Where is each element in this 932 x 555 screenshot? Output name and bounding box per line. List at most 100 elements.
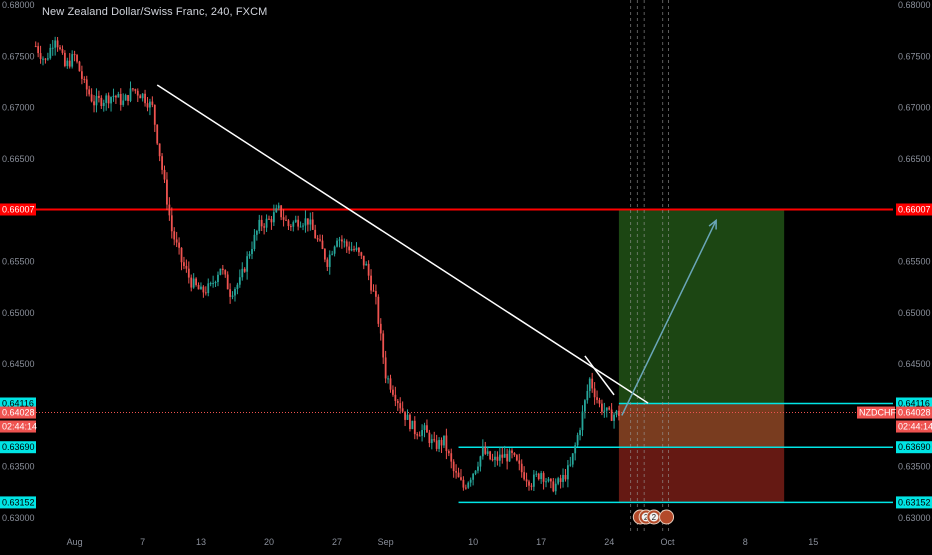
candle-body bbox=[134, 89, 137, 91]
time-axis-tick-label: 24 bbox=[604, 537, 614, 547]
candle-body bbox=[107, 95, 110, 104]
candle-body bbox=[221, 268, 224, 271]
candle-body bbox=[474, 470, 477, 474]
left-entry-tag-bg bbox=[0, 397, 36, 410]
candle-body bbox=[608, 407, 611, 410]
candle-body bbox=[438, 439, 440, 449]
candle-body bbox=[146, 103, 149, 108]
candle-body bbox=[265, 218, 268, 228]
candle-body bbox=[523, 472, 526, 480]
candle-body bbox=[119, 94, 122, 105]
right-axis-tick-label: 0.65500 bbox=[898, 257, 931, 267]
candle-body bbox=[399, 403, 402, 409]
candle-body bbox=[292, 222, 295, 227]
candle-body bbox=[238, 277, 241, 285]
time-axis-tick-label: 7 bbox=[140, 537, 145, 547]
left-axis-tick-label: 0.66500 bbox=[2, 154, 35, 164]
candle-body bbox=[241, 268, 244, 278]
candle-body bbox=[506, 453, 509, 462]
drawings bbox=[156, 84, 717, 416]
candle-body bbox=[192, 278, 195, 288]
candle-body bbox=[554, 483, 557, 492]
projection-arrow-line bbox=[621, 220, 717, 416]
candle-body bbox=[280, 205, 283, 218]
candle-body bbox=[251, 249, 253, 254]
candle-body bbox=[447, 451, 450, 454]
candle-body bbox=[117, 94, 120, 98]
candle-body bbox=[93, 101, 95, 106]
candle-body bbox=[263, 226, 266, 228]
candle-body bbox=[316, 238, 319, 240]
symbol-tag-bg bbox=[857, 406, 895, 419]
candle-body bbox=[63, 52, 66, 66]
candle-body bbox=[102, 102, 105, 107]
right-axis-tick-label: 0.68000 bbox=[898, 0, 931, 10]
candle-body bbox=[51, 47, 54, 49]
event-badge-label: 2 bbox=[652, 513, 657, 522]
candle-body bbox=[83, 78, 86, 80]
candle-body bbox=[270, 219, 273, 223]
left-price-axis[interactable]: 0.630000.635000.640000.645000.650000.655… bbox=[0, 0, 37, 523]
candle-body bbox=[586, 390, 589, 401]
candle-body bbox=[173, 231, 176, 240]
candle-body bbox=[537, 473, 540, 480]
left-axis-tick-label: 0.64500 bbox=[2, 359, 35, 369]
right-axis-tick-label: 0.63000 bbox=[898, 513, 931, 523]
candle-body bbox=[175, 239, 178, 243]
candle-body bbox=[513, 452, 516, 456]
candle-body bbox=[85, 79, 88, 90]
candle-body bbox=[321, 240, 324, 250]
candle-body bbox=[605, 407, 608, 411]
candle-body bbox=[501, 454, 504, 458]
candle-body bbox=[535, 473, 538, 475]
candle-body bbox=[428, 432, 431, 444]
time-axis-tick-label: 10 bbox=[468, 537, 478, 547]
candle-body bbox=[406, 414, 409, 420]
main-downtrend-line bbox=[156, 84, 649, 404]
candle-body bbox=[306, 218, 309, 225]
chart-title: New Zealand Dollar/Swiss Franc, 240, FXC… bbox=[42, 6, 268, 18]
candle-body bbox=[409, 414, 411, 430]
candle-body bbox=[467, 482, 470, 488]
right-axis-tick-label: 0.66500 bbox=[898, 154, 931, 164]
candle-body bbox=[584, 400, 586, 412]
left-axis-tick-label: 0.65500 bbox=[2, 257, 35, 267]
left-support-tag: 0.63690 bbox=[2, 442, 35, 452]
candle-body bbox=[149, 101, 151, 108]
candle-body bbox=[37, 46, 40, 54]
candle-body bbox=[95, 95, 98, 106]
candle-body bbox=[207, 283, 210, 294]
right-support-tag-bg bbox=[896, 441, 932, 454]
candle-body bbox=[511, 450, 513, 453]
candle-body bbox=[268, 218, 270, 220]
candle-body bbox=[362, 255, 365, 266]
right-countdown-tag-bg bbox=[896, 420, 932, 433]
candle-body bbox=[183, 262, 185, 266]
time-axis-tick-label: 13 bbox=[196, 537, 206, 547]
candle-body bbox=[562, 474, 564, 482]
candle-body bbox=[105, 95, 108, 103]
candle-body bbox=[178, 242, 180, 248]
left-resistance-tag-bg bbox=[0, 203, 36, 216]
candle-body bbox=[360, 252, 363, 256]
candle-body bbox=[525, 479, 528, 482]
candle-body bbox=[481, 447, 484, 457]
candle-body bbox=[229, 289, 232, 297]
candle-body bbox=[528, 481, 530, 486]
candle-body bbox=[426, 425, 428, 433]
candle-body bbox=[566, 465, 569, 480]
left-resistance-tag: 0.66007 bbox=[2, 204, 35, 214]
candle-body bbox=[457, 472, 460, 478]
candle-body bbox=[392, 389, 394, 395]
right-price-axis[interactable]: 0.630000.635000.640000.645000.650000.655… bbox=[857, 0, 932, 523]
candle-body bbox=[122, 100, 125, 105]
candle-body bbox=[88, 89, 91, 95]
time-axis[interactable]: Aug 7 13 20 27 Sep 10 17 24 Oct 8 15 bbox=[67, 537, 819, 547]
vertical-markers bbox=[630, 0, 669, 534]
candle-body bbox=[180, 247, 183, 263]
time-axis-tick-label: 20 bbox=[264, 537, 274, 547]
candle-body bbox=[542, 473, 545, 482]
